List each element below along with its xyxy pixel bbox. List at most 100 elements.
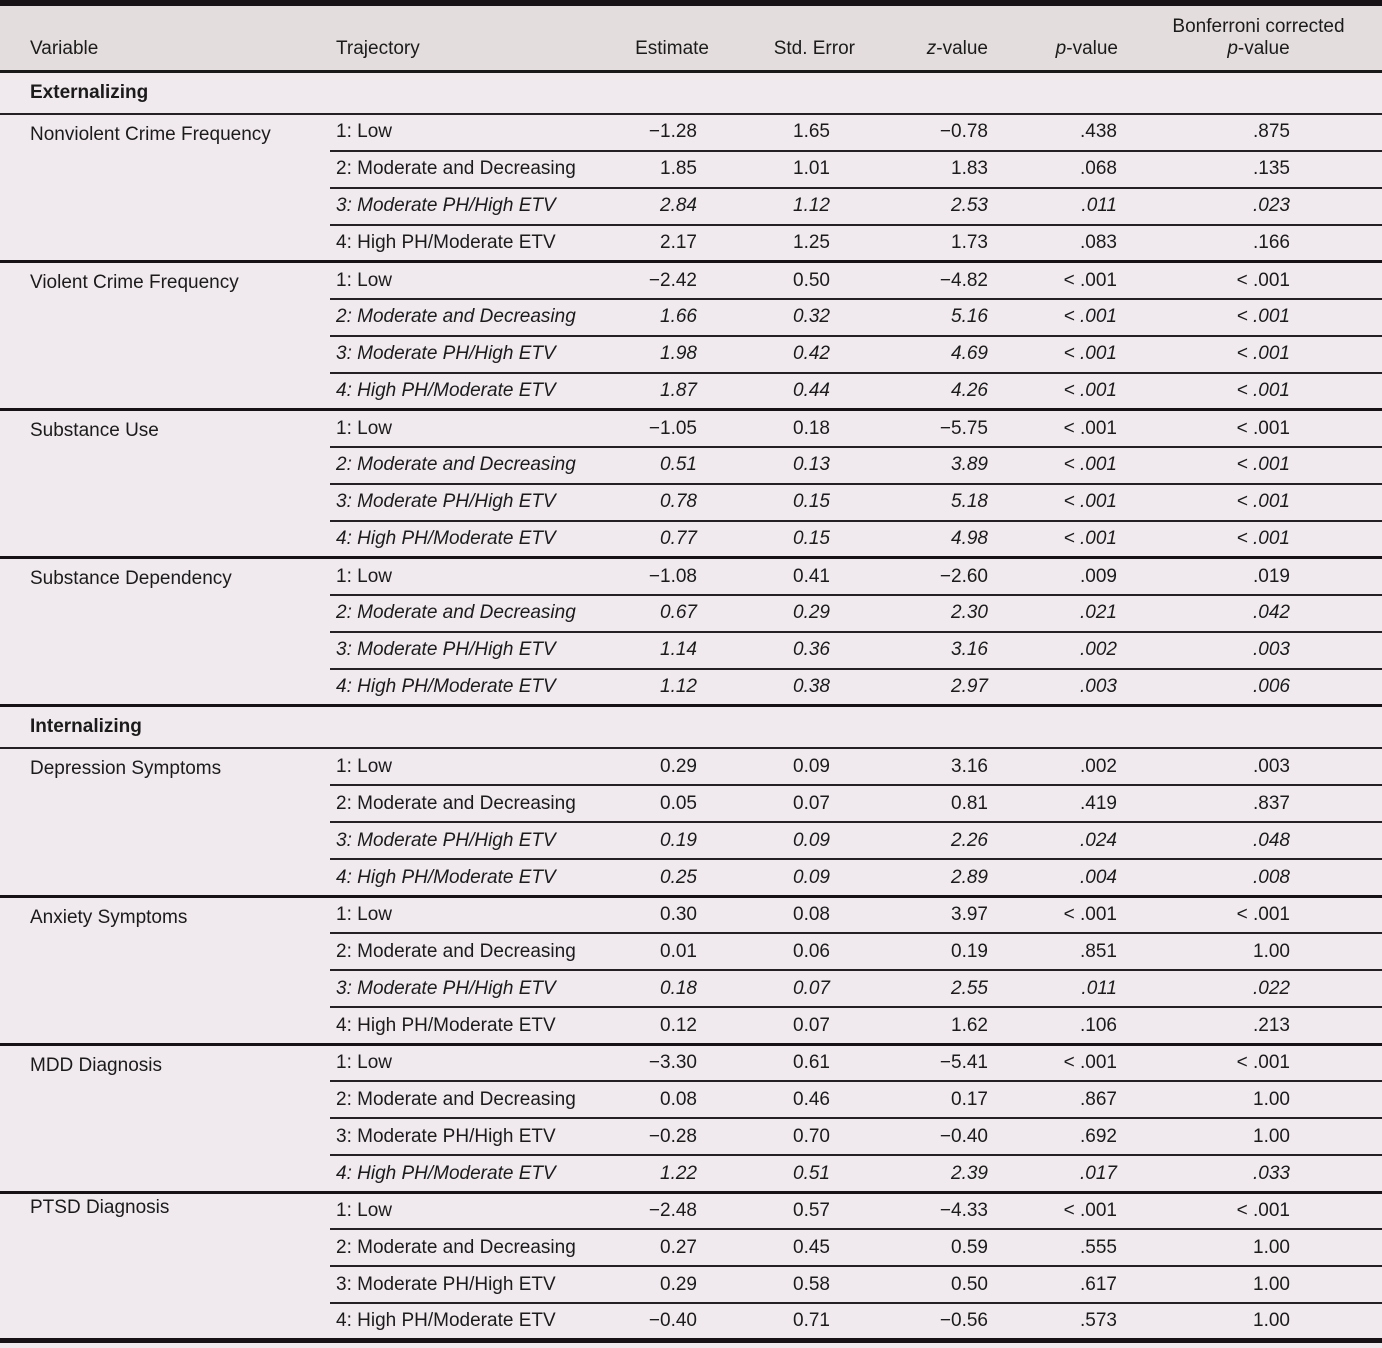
p-value-cell: < .001 [1005,520,1135,560]
std-error-cell: 0.44 [715,372,865,412]
col-header-estimate-label: Estimate [635,37,709,59]
trajectory-cell: 1: Low [330,748,620,787]
z-value-cell: 4.69 [865,335,1005,374]
p-value-cell: .068 [1005,150,1135,189]
p-value-cell: < .001 [1005,261,1135,300]
variable-cell: Depression Symptoms [0,748,330,898]
z-value-cell: 3.89 [865,446,1005,485]
trajectory-cell: 2: Moderate and Decreasing [330,1229,620,1268]
estimate-cell: 0.27 [620,1229,715,1268]
std-error-cell: 0.50 [715,261,865,300]
variable-cell: Substance Use [0,409,330,560]
bonferroni-p-value-cell: < .001 [1135,335,1382,374]
bonferroni-p-value-cell: .166 [1135,224,1382,264]
std-error-cell: 0.09 [715,748,865,787]
std-error-cell: 1.01 [715,150,865,189]
col-header-z-value: z-value [865,3,1005,73]
variable-cell: Nonviolent Crime Frequency [0,113,330,264]
bonferroni-p-value-cell: .875 [1135,113,1382,152]
bonferroni-p-value-cell: 1.00 [1135,933,1382,972]
trajectory-cell: 3: Moderate PH/High ETV [330,483,620,522]
z-value-cell: −4.33 [865,1192,1005,1231]
std-error-cell: 0.41 [715,557,865,596]
trajectory-cell: 2: Moderate and Decreasing [330,1081,620,1120]
estimate-cell: 1.12 [620,668,715,708]
estimate-cell: 0.25 [620,859,715,898]
estimate-cell: 0.08 [620,1081,715,1120]
trajectory-row: 4: High PH/Moderate ETV 1.87 0.44 4.26 < .00… [0,372,1382,412]
bonferroni-p-value-cell: .003 [1135,748,1382,787]
std-error-cell: 0.09 [715,859,865,898]
table-body: Externalizing Nonviolent Crime Frequency 1… [0,71,1382,1342]
estimate-cell: 0.29 [620,748,715,787]
p-value-cell: .083 [1005,224,1135,264]
estimate-cell: −2.48 [620,1192,715,1231]
z-value-cell: 0.50 [865,1266,1005,1305]
trajectory-cell: 4: High PH/Moderate ETV [330,1007,620,1046]
trajectory-row: Substance Dependency 1: Low −1.08 0.41 −2.60… [0,557,1382,708]
trajectory-row: 2: Moderate and Decreasing 0.08 0.46 0.17.8… [0,1081,1382,1120]
bonferroni-p-value-cell: < .001 [1135,446,1382,485]
trajectory-row: 3: Moderate PH/High ETV 2.84 1.12 2.53.011.… [0,187,1382,226]
p-letter: p [1055,37,1067,59]
std-error-cell: 0.07 [715,1007,865,1046]
std-error-cell: 0.46 [715,1081,865,1120]
p-value-cell: .021 [1005,594,1135,633]
estimate-cell: 2.17 [620,224,715,264]
z-value-cell: −5.41 [865,1044,1005,1083]
estimate-cell: 0.78 [620,483,715,522]
trajectory-row: 3: Moderate PH/High ETV 0.18 0.07 2.55.011.… [0,970,1382,1009]
estimate-cell: 1.22 [620,1155,715,1194]
std-error-cell: 0.32 [715,298,865,337]
trajectory-cell: 4: High PH/Moderate ETV [330,520,620,560]
col-header-trajectory-label: Trajectory [336,37,420,59]
trajectory-row: 3: Moderate PH/High ETV 1.98 0.42 4.69 < .00… [0,335,1382,374]
trajectory-cell: 2: Moderate and Decreasing [330,150,620,189]
bonferroni-p-value-cell: 1.00 [1135,1303,1382,1342]
std-error-cell: 0.15 [715,520,865,560]
z-value-cell: −5.75 [865,409,1005,448]
bonferroni-p-value-cell: < .001 [1135,520,1382,560]
z-value-cell: 2.89 [865,859,1005,898]
std-error-cell: 0.57 [715,1192,865,1231]
variable-cell: Substance Dependency [0,557,330,708]
estimate-cell: 1.98 [620,335,715,374]
trajectory-row: 4: High PH/Moderate ETV 1.22 0.51 2.39.017.… [0,1155,1382,1194]
z-value-cell: 0.81 [865,785,1005,824]
p-value-cell: .009 [1005,557,1135,596]
estimate-cell: 0.51 [620,446,715,485]
trajectory-row: 2: Moderate and Decreasing 1.85 1.01 1.83.0… [0,150,1382,189]
std-error-cell: 0.51 [715,1155,865,1194]
trajectory-row: 4: High PH/Moderate ETV 0.25 0.09 2.89.004.… [0,859,1382,898]
z-value-cell: −0.56 [865,1303,1005,1342]
p-value-cell: .851 [1005,933,1135,972]
section-header-row: Internalizing [0,705,1382,750]
bonferroni-p-value-cell: .837 [1135,785,1382,824]
trajectory-row: 2: Moderate and Decreasing 0.27 0.45 0.59.5… [0,1229,1382,1268]
p-value-cell: .011 [1005,970,1135,1009]
trajectory-cell: 1: Low [330,1044,620,1083]
bonferroni-p-value-cell: < .001 [1135,372,1382,412]
p-value-cell: .555 [1005,1229,1135,1268]
trajectory-cell: 2: Moderate and Decreasing [330,785,620,824]
trajectory-cell: 1: Low [330,113,620,152]
col-header-estimate: Estimate [620,3,715,73]
estimate-cell: 1.85 [620,150,715,189]
p-value-cell: < .001 [1005,298,1135,337]
estimate-cell: 0.12 [620,1007,715,1046]
estimate-cell: 0.18 [620,970,715,1009]
z-value-cell: 2.97 [865,668,1005,708]
trajectory-row: 2: Moderate and Decreasing 1.66 0.32 5.16 < … [0,298,1382,337]
trajectory-cell: 4: High PH/Moderate ETV [330,859,620,898]
trajectory-row: 3: Moderate PH/High ETV 0.78 0.15 5.18 < .00… [0,483,1382,522]
bonferroni-p-value-cell: .135 [1135,150,1382,189]
variable-cell: Violent Crime Frequency [0,261,330,412]
col-header-variable-label: Variable [30,37,99,59]
col-header-bonferroni-p-value: Bonferroni corrected p-value [1135,3,1382,73]
section-header-row: Externalizing [0,71,1382,115]
trajectory-cell: 3: Moderate PH/High ETV [330,970,620,1009]
estimate-cell: 2.84 [620,187,715,226]
trajectory-row: 2: Moderate and Decreasing 0.67 0.29 2.30.0… [0,594,1382,633]
estimate-cell: −1.28 [620,113,715,152]
